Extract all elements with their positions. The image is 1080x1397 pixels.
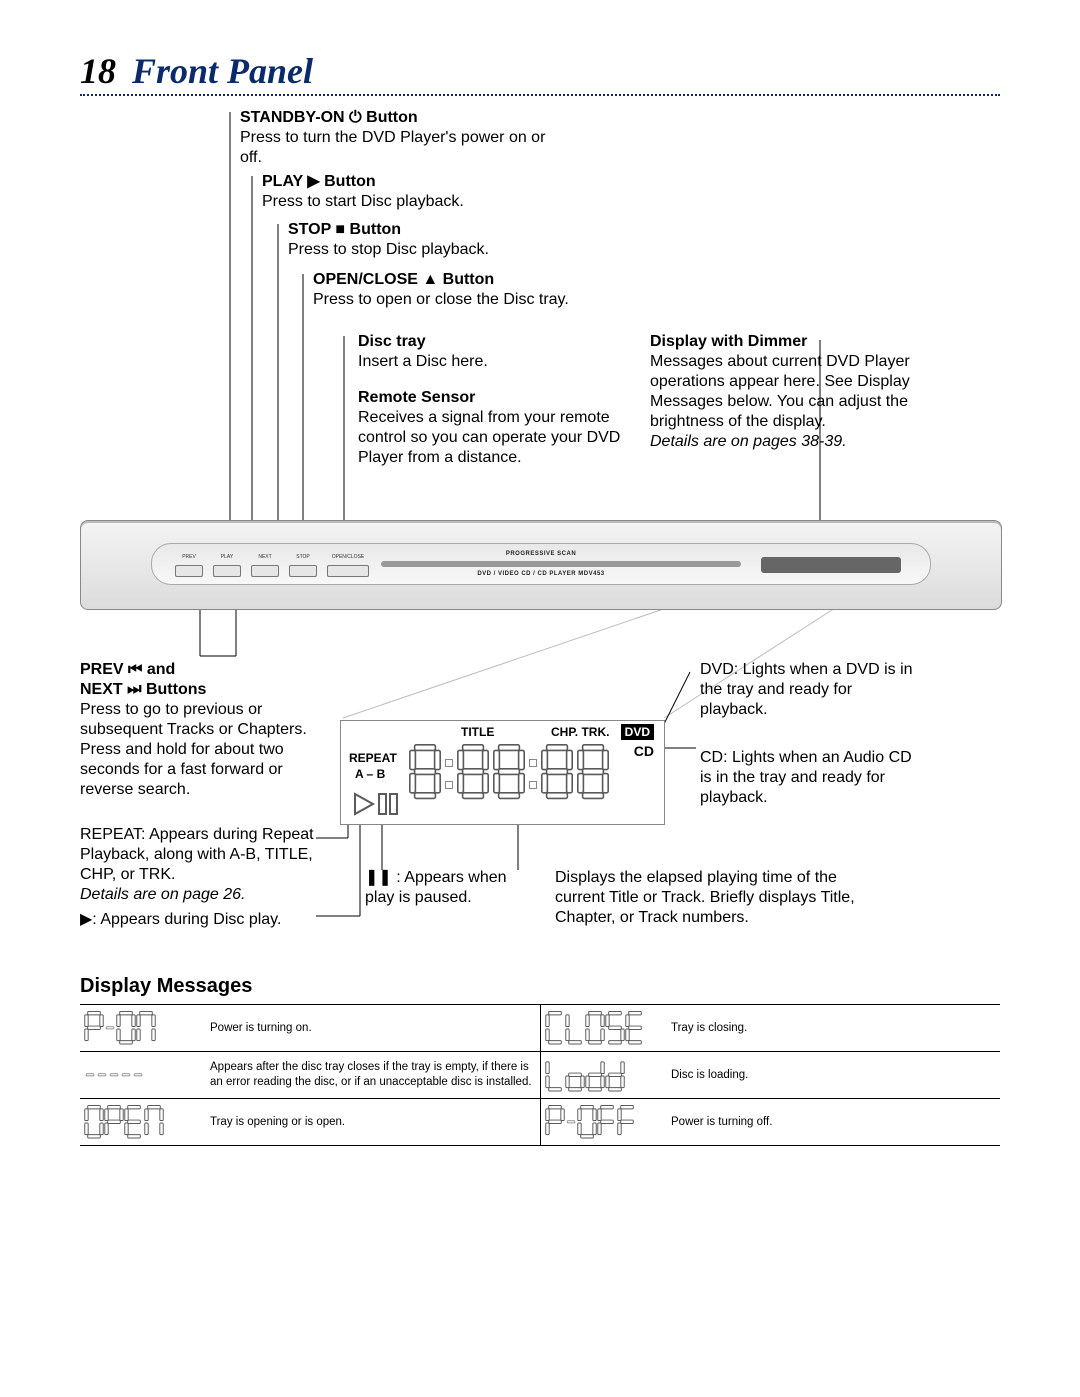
page-title: Front Panel [132,50,313,92]
device-btn-prev: PREV [175,565,203,577]
callout-stop: STOP ■ Button Press to stop Disc playbac… [288,220,489,260]
callout-display-dimmer: Display with Dimmer Messages about curre… [650,332,940,452]
callout-prev-next: PREV ⏮ and NEXT ⏭ Buttons Press to go to… [80,660,335,800]
page-number: 18 [80,50,116,92]
callout-cd-light: CD: Lights when an Audio CD is in the tr… [700,748,920,808]
device-button-row: PREV PLAY NEXT STOP OPEN/CLOSE [175,565,369,577]
callout-dvd-light: DVD: Lights when a DVD is in the tray an… [700,660,920,720]
message-code-icon [80,1005,202,1051]
device-btn-play: PLAY [213,565,241,577]
callout-standby: STANDBY-ON ⏻ Button Press to turn the DV… [240,108,560,168]
callout-disctray: Disc tray Insert a Disc here. [358,332,488,372]
disc-slot [381,561,741,567]
callout-pause-indicator: ❚❚ : Appears when play is paused. [365,868,525,908]
display-messages-table: Power is turning on. Tray is closing. Appe… [80,1004,1000,1146]
zoom-digit-row [409,743,609,801]
page-header: 18 Front Panel [80,50,1000,92]
zoom-label-cd: CD [634,743,654,759]
zoom-label-ab: A – B [355,767,385,781]
message-code-icon [80,1052,202,1098]
callout-elapsed-time: Displays the elapsed playing time of the… [555,868,885,928]
message-row: Tray is opening or is open. Power is turn… [80,1099,1000,1145]
callout-remote-sensor: Remote Sensor Receives a signal from you… [358,388,658,468]
device-label-model: DVD / VIDEO CD / CD PLAYER MDV453 [477,571,604,577]
message-cell: Appears after the disc tray closes if th… [80,1052,540,1098]
message-cell: Power is turning off. [540,1099,1000,1145]
message-code-icon [541,1099,663,1145]
message-cell: Tray is opening or is open. [80,1099,540,1145]
message-cell: Tray is closing. [540,1005,1000,1051]
message-cell: Disc is loading. [540,1052,1000,1098]
header-rule [80,94,1000,96]
display-slot [761,557,901,573]
message-row: Appears after the disc tray closes if th… [80,1052,1000,1099]
message-row: Power is turning on. Tray is closing. [80,1005,1000,1052]
zoom-label-repeat: REPEAT [349,751,397,765]
message-description: Power is turning on. [202,1005,540,1051]
zoom-label-title: TITLE [461,725,494,739]
callout-play: PLAY ▶ Button Press to start Disc playba… [262,172,464,212]
device-btn-stop: STOP [289,565,317,577]
callout-play-indicator: ▶: Appears during Disc play. [80,910,281,930]
zoom-playpause-icon [353,792,401,816]
message-description: Tray is opening or is open. [202,1099,540,1145]
message-description: Disc is loading. [663,1052,1000,1098]
zoom-label-chptrk: CHP. TRK. [551,725,609,739]
device-label-progressive: PROGRESSIVE SCAN [506,551,576,557]
zoom-label-dvd: DVD [621,724,654,740]
message-cell: Power is turning on. [80,1005,540,1051]
message-description: Tray is closing. [663,1005,1000,1051]
callout-repeat-indicator: REPEAT: Appears during Repeat Playback, … [80,825,335,905]
display-messages-heading: Display Messages [80,975,252,998]
message-code-icon [541,1052,663,1098]
callout-openclose: OPEN/CLOSE ▲ Button Press to open or clo… [313,270,569,310]
message-code-icon [541,1005,663,1051]
zoom-display-panel: TITLE CHP. TRK. DVD CD REPEAT A – B [340,720,665,825]
message-description: Appears after the disc tray closes if th… [202,1052,540,1098]
message-description: Power is turning off. [663,1099,1000,1145]
device-illustration: PREV PLAY NEXT STOP OPEN/CLOSE PROGRESSI… [80,520,1000,620]
message-code-icon [80,1099,202,1145]
device-btn-openclose: OPEN/CLOSE [327,565,369,577]
device-btn-next: NEXT [251,565,279,577]
